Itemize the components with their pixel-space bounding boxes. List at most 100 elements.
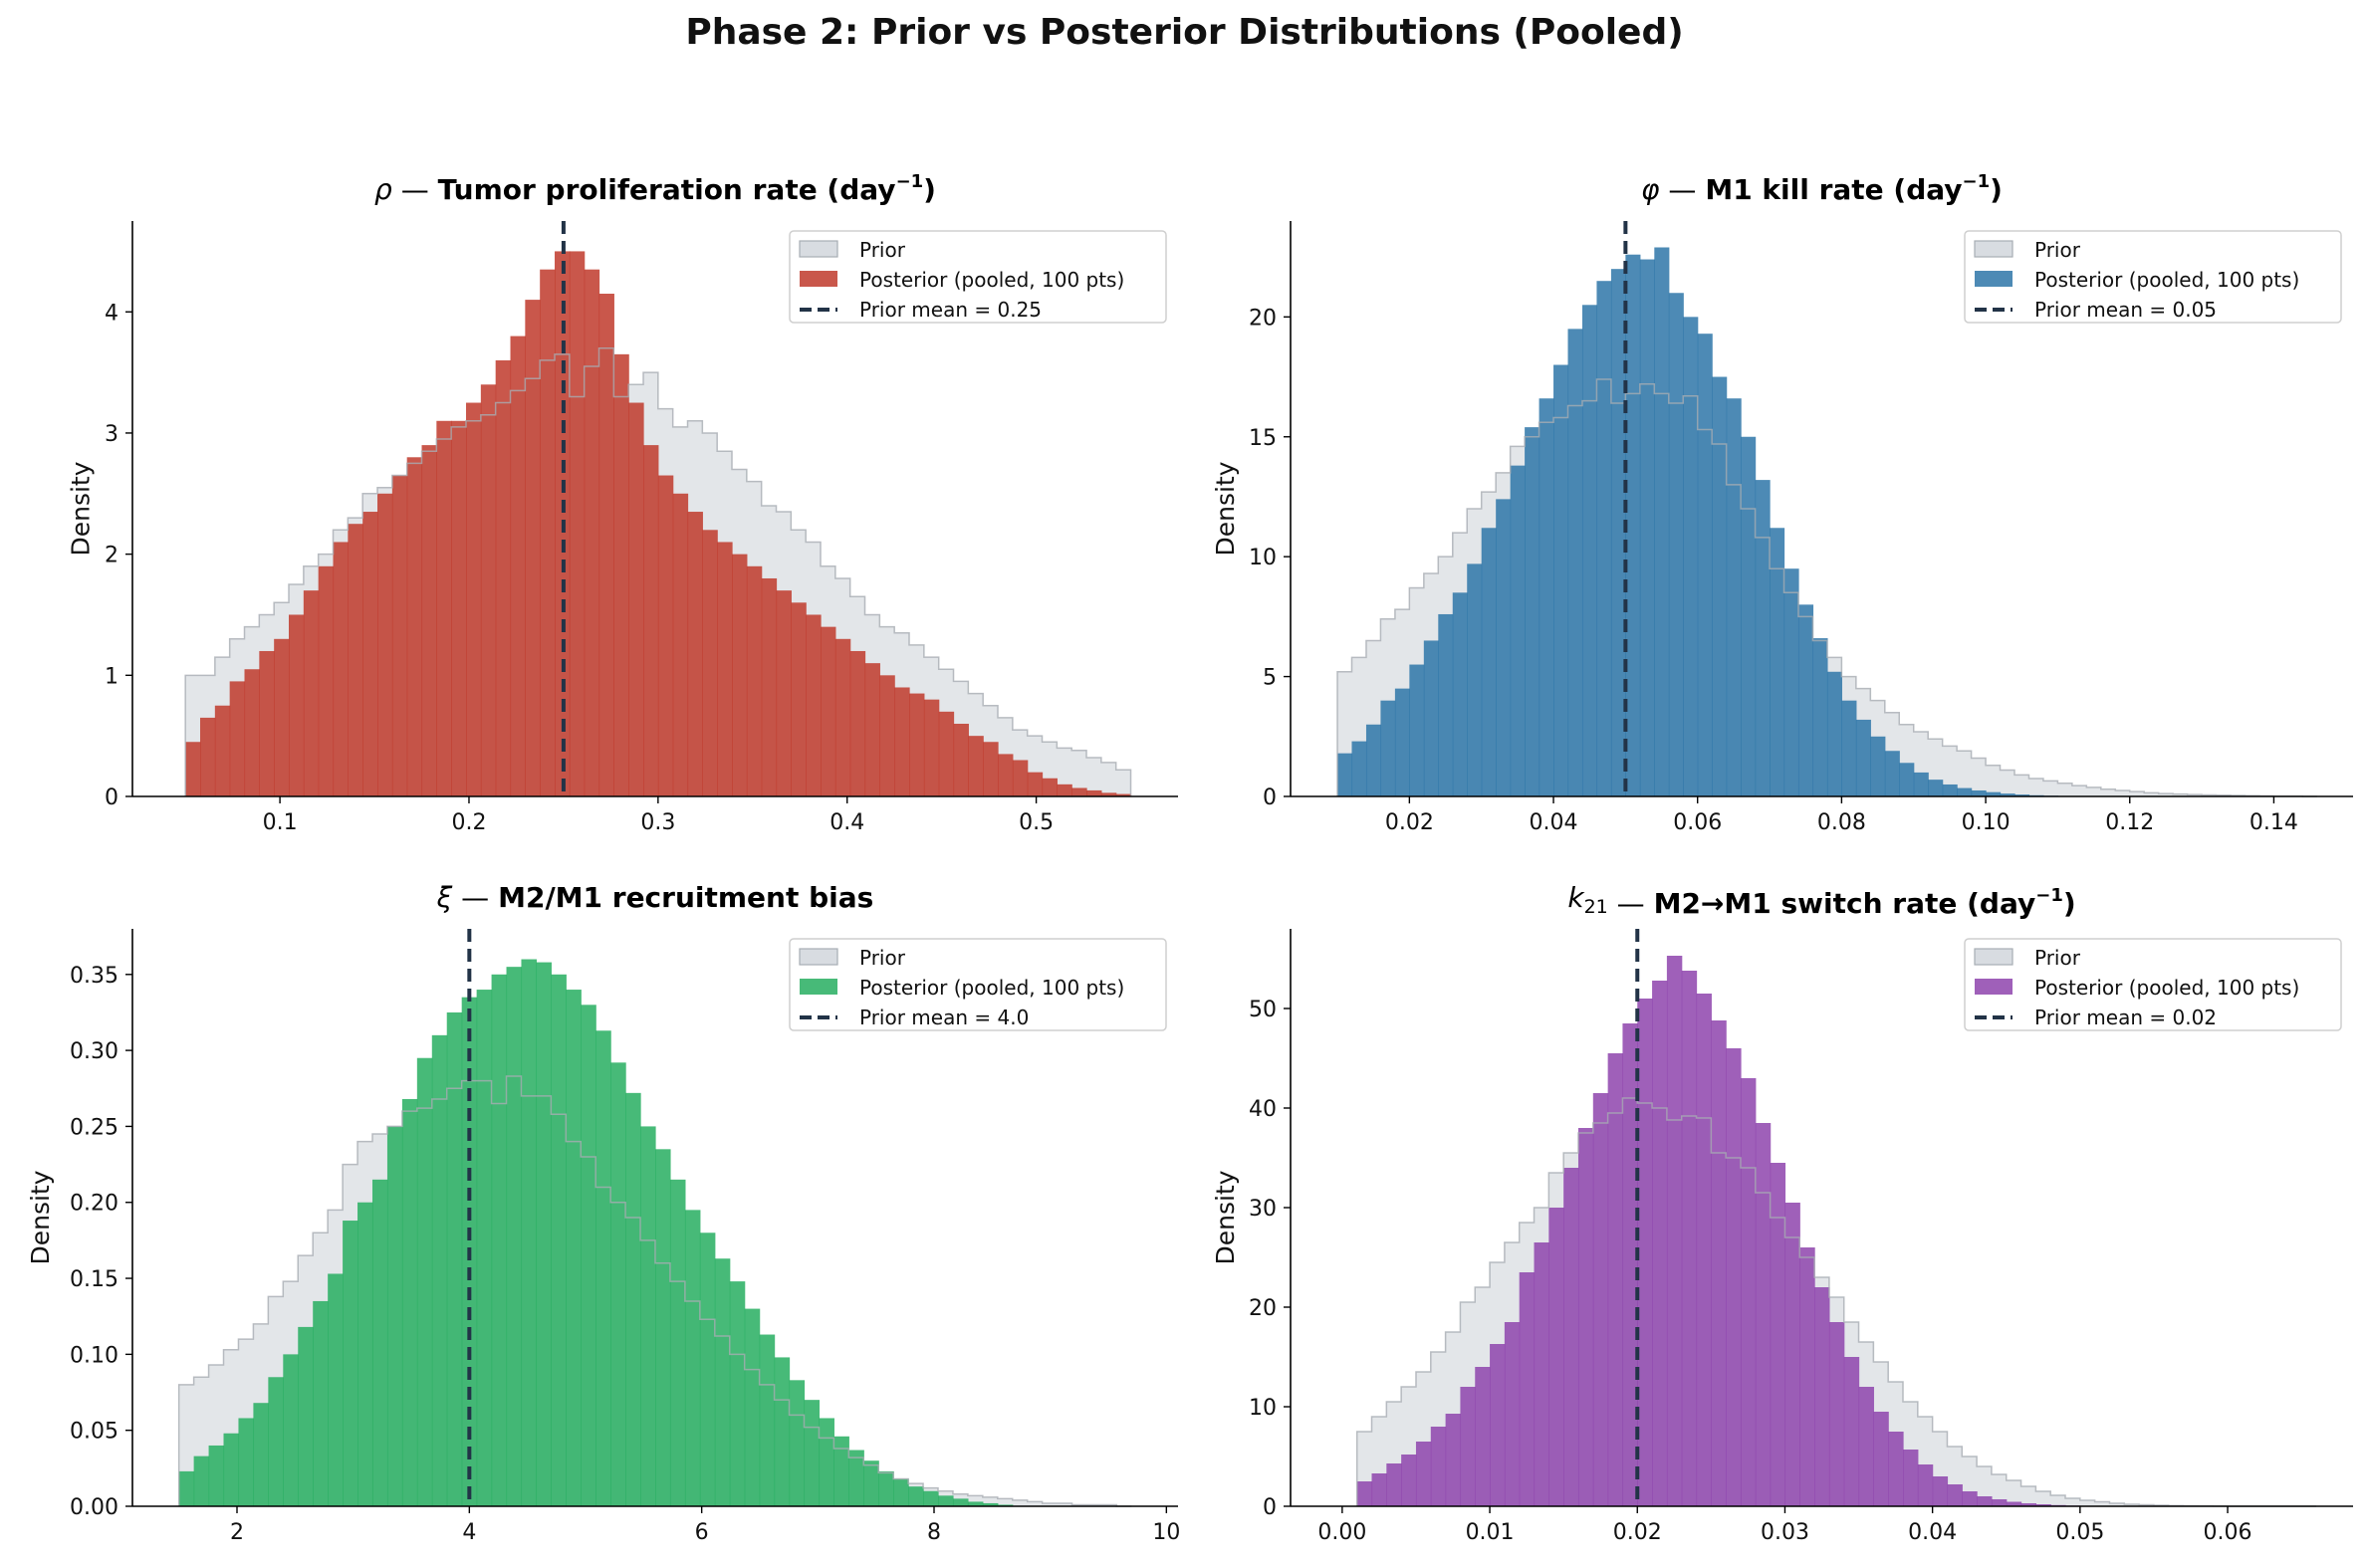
posterior-bar (1012, 760, 1029, 796)
posterior-bar (406, 457, 423, 796)
posterior-bar (193, 1456, 210, 1506)
posterior-bar (1741, 436, 1757, 796)
posterior-bar (1740, 1078, 1757, 1506)
posterior-bar (744, 1308, 761, 1506)
posterior-bar (466, 402, 482, 796)
y-axis-label: Density (67, 461, 96, 556)
legend-prior-swatch (1974, 948, 2014, 966)
posterior-bar (1755, 1123, 1772, 1506)
y-axis-label: Density (26, 1170, 55, 1264)
y-tick-label: 10 (1249, 546, 1277, 570)
posterior-bar (1548, 1208, 1564, 1506)
posterior-bar (625, 1092, 641, 1506)
legend: Prior Posterior (pooled, 100 pts) Prior me… (1964, 938, 2342, 1031)
legend-frame (789, 230, 1167, 324)
y-tick-label: 0 (105, 785, 118, 810)
y-tick-label: 0 (1263, 1495, 1277, 1520)
posterior-bar (584, 269, 600, 796)
posterior-bar (613, 353, 629, 796)
subplot-title: k21 — M2→M1 switch rate (day−1) (1567, 881, 2075, 920)
posterior-bar (1430, 1427, 1447, 1506)
posterior-bar (848, 1450, 864, 1506)
posterior-bar (983, 742, 999, 796)
posterior-bar (1415, 1442, 1432, 1506)
posterior-bar (1971, 789, 1987, 796)
posterior-bar (669, 1179, 686, 1506)
posterior-bar (923, 699, 940, 796)
posterior-bar (2035, 1504, 2051, 1506)
posterior-bar (863, 1460, 879, 1506)
x-tick-label: 0.01 (1466, 1520, 1515, 1545)
posterior-histogram (1356, 956, 2125, 1506)
prior-histogram-outline (1336, 378, 2317, 797)
x-tick-label: 0.06 (2204, 1520, 2252, 1545)
posterior-bar (2020, 1503, 2036, 1506)
y-tick-label: 2 (105, 544, 118, 568)
y-tick-label: 15 (1249, 426, 1277, 451)
posterior-bar (551, 974, 567, 1506)
posterior-bar (761, 577, 778, 796)
x-tick-label: 0.14 (2250, 810, 2298, 835)
y-tick-label: 10 (1249, 1396, 1277, 1421)
prior-histogram-outline (1355, 1097, 2316, 1507)
posterior-bar (1797, 604, 1814, 796)
posterior-bar (223, 1433, 240, 1506)
x-tick-label: 0.04 (1908, 1520, 1957, 1545)
posterior-bar (208, 1445, 225, 1506)
y-tick-label: 0.25 (70, 1115, 118, 1140)
y-tick-label: 0.05 (70, 1420, 118, 1445)
posterior-bar (536, 962, 552, 1506)
posterior-bar (672, 493, 689, 796)
posterior-bar (1755, 480, 1771, 796)
posterior-bar (1977, 1496, 1993, 1506)
posterior-bar (702, 530, 718, 796)
posterior-bar (1637, 999, 1653, 1506)
posterior-bar (451, 420, 467, 796)
x-tick-label: 0.05 (2055, 1520, 2104, 1545)
posterior-bar (1042, 778, 1058, 796)
posterior-bar (894, 687, 910, 796)
y-tick-label: 20 (1249, 306, 1277, 331)
subplot-3: ξ — M2/M1 recruitment bias 2 4 6 8 10 0.00 0.05… (26, 881, 1180, 1545)
posterior-bar (1027, 772, 1044, 796)
legend-mean-label: Prior mean = 4.0 (859, 1006, 1029, 1029)
posterior-bar (804, 1400, 821, 1506)
posterior-bar (185, 742, 201, 796)
posterior-bar (1962, 1491, 1978, 1506)
x-tick-label: 4 (462, 1520, 476, 1545)
posterior-bar (401, 1098, 418, 1506)
legend-posterior-label: Posterior (pooled, 100 pts) (859, 976, 1124, 1000)
posterior-bar (362, 512, 378, 796)
posterior-bar (328, 1273, 344, 1506)
posterior-bar (1622, 1023, 1638, 1506)
posterior-bar (1928, 780, 1944, 796)
legend-mean-label: Prior mean = 0.05 (2034, 298, 2217, 322)
legend: Prior Posterior (pooled, 100 pts) Prior me… (789, 230, 1167, 324)
posterior-bar (1481, 528, 1497, 796)
posterior-bar (655, 1149, 671, 1506)
posterior-histogram (178, 959, 1014, 1506)
posterior-bar (1917, 1464, 1934, 1506)
posterior-histogram (185, 251, 1132, 797)
posterior-bar (1445, 1414, 1462, 1506)
posterior-bar (1697, 334, 1713, 796)
figure-title: Phase 2: Prior vs Posterior Distribution… (685, 12, 1684, 53)
posterior-bar (1826, 671, 1842, 796)
posterior-bar (1991, 1499, 2008, 1506)
posterior-bar (303, 590, 320, 796)
legend-posterior-label: Posterior (pooled, 100 pts) (859, 268, 1124, 292)
posterior-bar (791, 602, 807, 796)
posterior-bar (1401, 1455, 1417, 1506)
subplot-title: φ — M1 kill rate (day−1) (1641, 171, 2003, 206)
posterior-bar (540, 269, 556, 796)
prior-histogram-outline (184, 347, 1132, 796)
posterior-bar (1770, 1163, 1786, 1506)
x-tick-label: 0.08 (1817, 810, 1866, 835)
posterior-bar (714, 1258, 731, 1506)
posterior-bar (253, 1403, 269, 1506)
posterior-bar (1337, 753, 1353, 796)
posterior-bar (1510, 465, 1526, 796)
posterior-bar (1394, 688, 1410, 796)
posterior-bar (343, 1221, 358, 1506)
posterior-bar (178, 1470, 195, 1506)
